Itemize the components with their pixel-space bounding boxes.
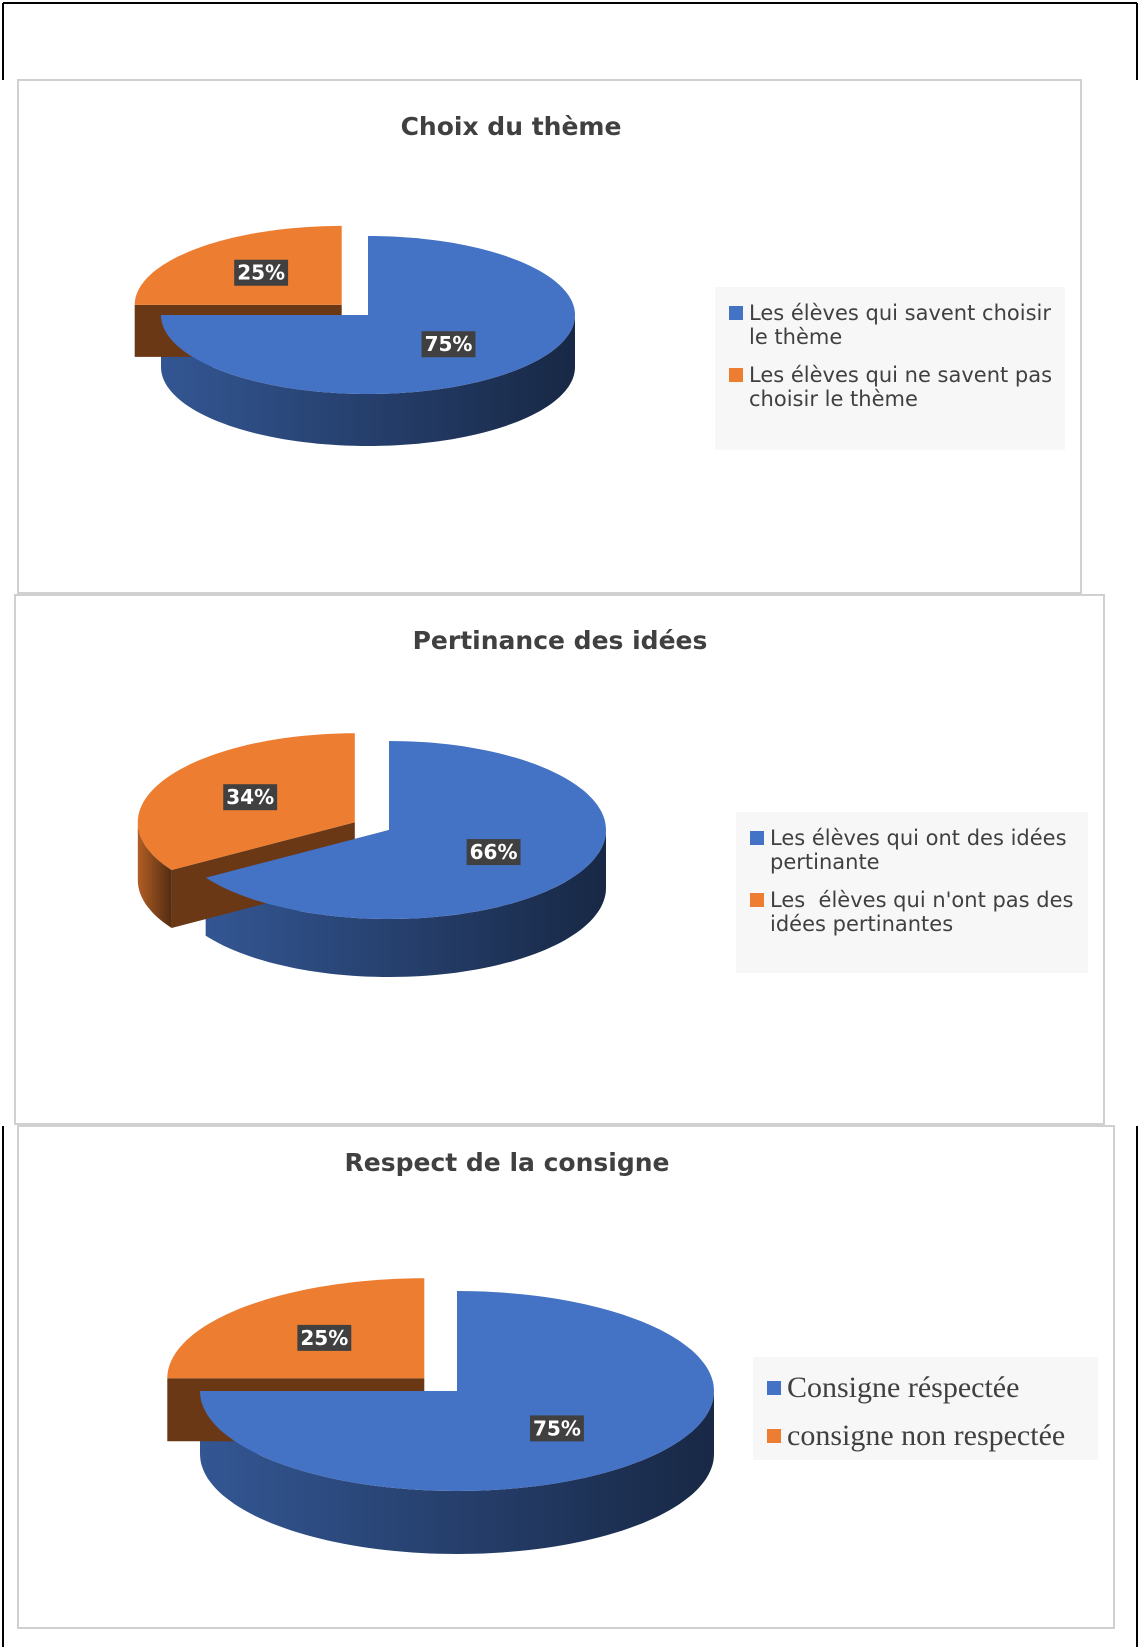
data-label: 34% bbox=[226, 785, 274, 809]
chart-title: Choix du thème bbox=[401, 112, 622, 141]
slice-side bbox=[137, 822, 172, 928]
legend-swatch bbox=[750, 893, 764, 907]
legend-entry: Les élèves qui savent choisir le thème bbox=[727, 301, 1053, 349]
slice-side bbox=[161, 315, 575, 446]
legend-label: Les élèves qui savent choisir le thème bbox=[749, 301, 1058, 349]
chart-frame bbox=[17, 79, 1082, 594]
legend: Les élèves qui savent choisir le thème Le… bbox=[715, 287, 1065, 450]
legend-entry: Les élèves qui ne savent pas choisir le … bbox=[727, 363, 1053, 411]
data-label-box bbox=[223, 784, 278, 811]
legend-entry: Les élèves qui n'ont pas des idées perti… bbox=[748, 888, 1076, 936]
data-label: 75% bbox=[425, 332, 473, 356]
slice-side bbox=[200, 1391, 714, 1554]
data-label-box bbox=[421, 331, 476, 358]
slice-side bbox=[205, 830, 607, 977]
chart-frame bbox=[17, 1125, 1115, 1629]
data-label: 25% bbox=[300, 1326, 348, 1350]
legend-entry: Consigne réspectée bbox=[765, 1371, 1086, 1405]
data-label-box bbox=[530, 1415, 584, 1442]
legend-swatch bbox=[729, 368, 743, 382]
legend-label: Consigne réspectée bbox=[787, 1371, 1020, 1404]
legend-entry: consigne non respectée bbox=[765, 1419, 1086, 1453]
legend-swatch bbox=[767, 1429, 781, 1443]
legend-label: consigne non respectée bbox=[787, 1419, 1066, 1452]
legend-swatch bbox=[729, 306, 743, 320]
legend: Consigne réspectée consigne non respectée bbox=[753, 1357, 1098, 1460]
legend-label: Les élèves qui ne savent pas choisir le … bbox=[749, 363, 1059, 411]
legend-label: Les élèves qui n'ont pas des idées perti… bbox=[770, 888, 1081, 936]
chart-frame bbox=[14, 594, 1105, 1125]
data-label: 66% bbox=[470, 840, 518, 864]
slice bbox=[205, 741, 607, 919]
data-label: 75% bbox=[533, 1416, 581, 1440]
data-label-box bbox=[234, 259, 289, 286]
slice bbox=[167, 1278, 425, 1379]
data-label-box bbox=[466, 839, 521, 866]
legend-label: Les élèves qui ont des idées pertinante bbox=[770, 826, 1074, 874]
chart-title: Respect de la consigne bbox=[345, 1148, 670, 1177]
data-label: 25% bbox=[237, 261, 285, 285]
legend-swatch bbox=[767, 1381, 781, 1395]
slice bbox=[200, 1291, 714, 1491]
legend-swatch bbox=[750, 831, 764, 845]
legend: Les élèves qui ont des idées pertinante L… bbox=[736, 812, 1088, 973]
data-label-box bbox=[297, 1324, 352, 1351]
legend-entry: Les élèves qui ont des idées pertinante bbox=[748, 826, 1076, 874]
chart-title: Pertinance des idées bbox=[413, 626, 708, 655]
